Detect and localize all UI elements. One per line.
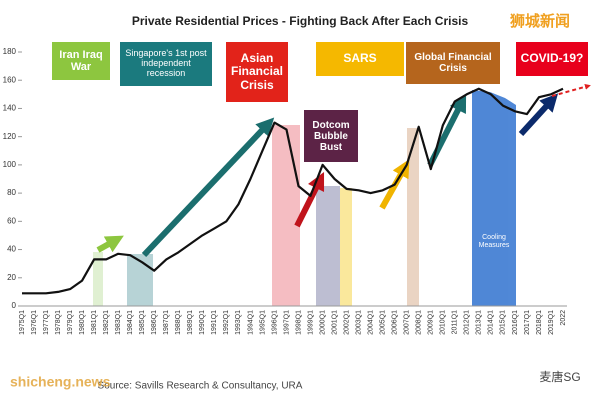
x-tick-label: 2005Q1 bbox=[380, 310, 387, 335]
x-tick-label: 1985Q1 bbox=[139, 310, 146, 335]
x-tick-label: 2004Q1 bbox=[367, 310, 374, 335]
annotation: COVID-19? bbox=[516, 42, 588, 76]
x-tick-label: 1993Q1 bbox=[235, 310, 242, 335]
x-tick-label: 1995Q1 bbox=[259, 310, 266, 335]
x-tick-label: 2007Q1 bbox=[404, 310, 411, 335]
x-tick-label: 1999Q1 bbox=[307, 310, 314, 335]
annotation: Dotcom Bubble Bust bbox=[304, 110, 358, 162]
y-tick-label: 180 bbox=[3, 47, 17, 56]
annotation: SARS bbox=[316, 42, 404, 76]
y-tick-label: 0 bbox=[12, 301, 17, 310]
watermark: shicheng.news bbox=[10, 374, 111, 390]
y-tick-label: 80 bbox=[7, 188, 16, 197]
arrows bbox=[96, 83, 591, 258]
y-tick-label: 60 bbox=[7, 216, 16, 225]
x-tick-label: 2001Q1 bbox=[331, 310, 338, 335]
x-tick-label: 2010Q1 bbox=[440, 310, 447, 335]
x-tick-label: 1976Q1 bbox=[31, 310, 38, 335]
source: Source: Savills Research & Consultancy, … bbox=[98, 381, 303, 392]
x-tick-label: 1979Q1 bbox=[67, 310, 74, 335]
x-tick-label: 1981Q1 bbox=[91, 310, 98, 335]
line bbox=[22, 87, 564, 295]
x-tick-label: 1984Q1 bbox=[127, 310, 134, 335]
x-tick-label: 1997Q1 bbox=[283, 310, 290, 335]
annotation: Singapore's 1st post independent recessi… bbox=[120, 42, 212, 86]
x-tick-label: 2012Q1 bbox=[464, 310, 471, 335]
x-tick-label: 2016Q1 bbox=[512, 310, 519, 335]
annotation: Asian Financial Crisis bbox=[226, 42, 288, 102]
chart-title: Private Residential Prices - Fighting Ba… bbox=[132, 14, 469, 28]
watermark: 麦唐SG bbox=[539, 369, 580, 384]
x-tick-label: 1977Q1 bbox=[43, 310, 50, 335]
x-tick-label: 1994Q1 bbox=[247, 310, 254, 335]
annotation: Global Financial Crisis bbox=[406, 42, 500, 84]
x-tick-label: 1992Q1 bbox=[223, 310, 230, 335]
x-tick-label: 1990Q1 bbox=[199, 310, 206, 335]
x-tick-label: 2019Q1 bbox=[548, 310, 555, 335]
x-tick-label: 1996Q1 bbox=[271, 310, 278, 335]
x-tick-label: 2000Q1 bbox=[319, 310, 326, 335]
x-tick-label: 2003Q1 bbox=[355, 310, 362, 335]
x-tick-label: 2017Q1 bbox=[524, 310, 531, 335]
annotation: Cooling Measures bbox=[478, 234, 510, 249]
y-tick-label: 120 bbox=[3, 132, 17, 141]
x-tick-label: 2022 bbox=[560, 310, 567, 326]
x-tick-label: 2013Q1 bbox=[476, 310, 483, 335]
y-tick-label: 100 bbox=[3, 160, 17, 169]
y-tick-label: 160 bbox=[3, 75, 17, 84]
x-tick-label: 1987Q1 bbox=[163, 310, 170, 335]
x-tick-label: 1982Q1 bbox=[103, 310, 110, 335]
x-tick-label: 2014Q1 bbox=[488, 310, 495, 335]
x-tick-label: 2018Q1 bbox=[536, 310, 543, 335]
x-tick-label: 2008Q1 bbox=[416, 310, 423, 335]
x-tick-label: 1983Q1 bbox=[115, 310, 122, 335]
x-tick-label: 1986Q1 bbox=[151, 310, 158, 335]
x-tick-label: 2006Q1 bbox=[392, 310, 399, 335]
x-tick-label: 2011Q1 bbox=[452, 310, 459, 334]
x-tick-label: 1988Q1 bbox=[175, 310, 182, 335]
y-tick-label: 140 bbox=[3, 104, 17, 113]
x-tick-label: 1978Q1 bbox=[55, 310, 62, 335]
watermark: 狮城新闻 bbox=[509, 12, 570, 30]
x-tick-label: 2015Q1 bbox=[500, 310, 507, 335]
x-tick-label: 2009Q1 bbox=[428, 310, 435, 335]
annotation: Iran Iraq War bbox=[52, 42, 110, 80]
y-tick-label: 20 bbox=[7, 273, 16, 282]
x-tick-label: 1991Q1 bbox=[211, 310, 218, 335]
x-tick-label: 1989Q1 bbox=[187, 310, 194, 335]
y-tick-label: 40 bbox=[7, 245, 16, 254]
x-tick-label: 1980Q1 bbox=[79, 310, 86, 335]
shading bbox=[93, 90, 516, 306]
x-tick-label: 1998Q1 bbox=[295, 310, 302, 335]
x-tick-label: 2002Q1 bbox=[343, 310, 350, 335]
x-tick-label: 1975Q1 bbox=[19, 310, 26, 335]
